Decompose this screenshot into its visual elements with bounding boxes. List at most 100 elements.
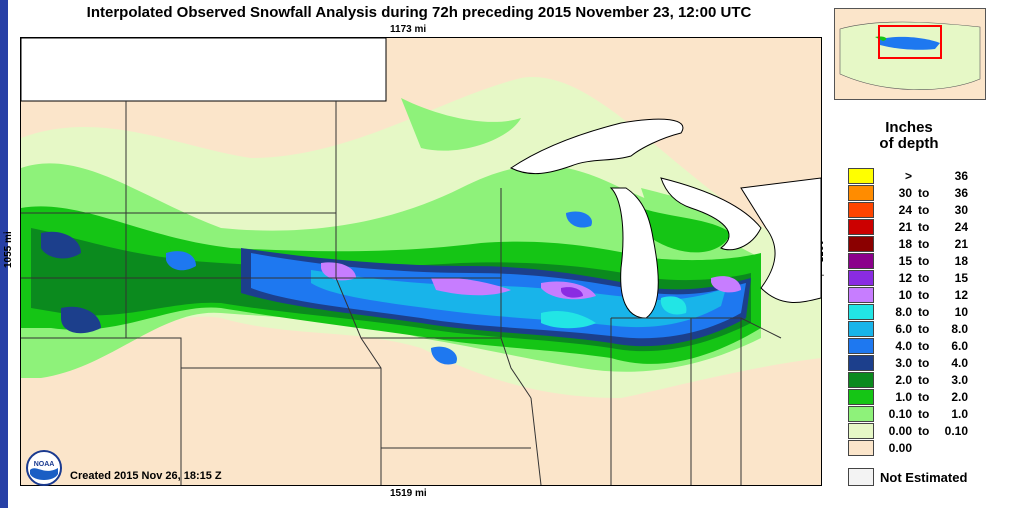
page-title: Interpolated Observed Snowfall Analysis … — [86, 4, 752, 21]
legend-lo: 4.0 — [895, 339, 912, 353]
legend-to: to — [918, 186, 930, 200]
legend-hi: 6.0 — [951, 339, 968, 353]
lake-superior — [510, 118, 684, 175]
legend-lo: 0.00 — [888, 424, 912, 438]
scale-bottom-label: 1519 mi — [390, 488, 427, 499]
legend-to: to — [918, 407, 930, 421]
legend-lo: 24 — [898, 203, 912, 217]
legend-swatch — [848, 270, 874, 286]
legend-hi: 36 — [954, 169, 968, 183]
legend-swatch — [848, 236, 874, 252]
legend-hi: 8.0 — [951, 322, 968, 336]
legend-swatch — [848, 406, 874, 422]
snow-band-lightblue — [311, 270, 726, 328]
scale-top-label: 1173 mi — [390, 24, 427, 35]
legend-to: to — [918, 237, 930, 251]
legend-swatch — [848, 253, 874, 269]
legend-hi: 15 — [954, 271, 968, 285]
legend-lo: 0.00 — [888, 441, 912, 455]
legend-swatch — [848, 440, 874, 456]
legend-to: to — [918, 322, 930, 336]
legend-swatch — [848, 304, 874, 320]
legend-row: 24 to 30 — [848, 202, 988, 219]
legend-hi: 4.0 — [951, 356, 968, 370]
legend-lo: 2.0 — [895, 373, 912, 387]
window-edge — [0, 0, 8, 508]
legend-row: 1.0 to 2.0 — [848, 389, 988, 406]
created-timestamp: Created 2015 Nov 26, 18:15 Z — [70, 470, 222, 482]
legend-to: to — [918, 339, 930, 353]
legend-row: 2.0 to 3.0 — [848, 372, 988, 389]
legend-hi: 30 — [954, 203, 968, 217]
legend-hi: 36 — [954, 186, 968, 200]
legend-hi: 12 — [954, 288, 968, 302]
legend-row: 8.0 to 10 — [848, 304, 988, 321]
legend-lo: 0.10 — [888, 407, 912, 421]
legend-lo: 3.0 — [895, 356, 912, 370]
canada-northeast — [740, 177, 821, 303]
legend-lo: > — [904, 169, 912, 183]
legend-hi: 2.0 — [951, 390, 968, 404]
legend-to: to — [918, 288, 930, 302]
noaa-logo-text: NOAA — [34, 461, 55, 468]
legend-title-line2: of depth — [879, 135, 939, 152]
legend-to: to — [918, 356, 930, 370]
legend-hi: 24 — [954, 220, 968, 234]
legend-hi: 10 — [954, 305, 968, 319]
great-lakes — [510, 118, 821, 319]
legend-row: 10 to 12 — [848, 287, 988, 304]
legend-lo: 8.0 — [895, 305, 912, 319]
legend-to: to — [918, 220, 930, 234]
legend-row: 4.0 to 6.0 — [848, 338, 988, 355]
legend-swatch — [848, 219, 874, 235]
legend-lo: 10 — [898, 288, 912, 302]
legend-row: 0.10 to 1.0 — [848, 406, 988, 423]
legend-hi: 18 — [954, 254, 968, 268]
noaa-logo-icon: NOAA — [26, 450, 62, 486]
legend-to: to — [918, 203, 930, 217]
state-borders — [21, 101, 782, 485]
legend-hi: 1.0 — [951, 407, 968, 421]
legend-to: to — [918, 390, 930, 404]
legend-to: to — [918, 424, 930, 438]
legend-swatch — [848, 202, 874, 218]
legend-hi: 3.0 — [951, 373, 968, 387]
legend-row: 21 to 24 — [848, 219, 988, 236]
legend-lo: 6.0 — [895, 322, 912, 336]
snowfall-map[interactable] — [20, 37, 822, 486]
legend-swatch — [848, 287, 874, 303]
legend-hi: 0.10 — [944, 424, 968, 438]
snow-band-violet — [561, 287, 583, 298]
location-inset-map[interactable] — [834, 8, 986, 100]
legend-row: 3.0 to 4.0 — [848, 355, 988, 372]
legend-swatch — [848, 389, 874, 405]
scale-left-label: 1055 mi — [3, 231, 14, 268]
not-estimated-area — [21, 38, 387, 102]
legend-lo: 21 — [898, 220, 912, 234]
legend-row: 15 to 18 — [848, 253, 988, 270]
not-estimated-swatch — [848, 468, 874, 486]
legend-swatch — [848, 321, 874, 337]
legend-row: 18 to 21 — [848, 236, 988, 253]
legend-to: to — [918, 373, 930, 387]
legend-swatch — [848, 168, 874, 184]
legend-lo: 30 — [898, 186, 912, 200]
legend-swatch — [848, 372, 874, 388]
snow-band-cyan — [541, 296, 687, 329]
legend-row: 6.0 to 8.0 — [848, 321, 988, 338]
legend-to: to — [918, 305, 930, 319]
inset-highlight-box — [878, 25, 942, 59]
legend-title-line1: Inches — [885, 119, 933, 136]
legend-row: 12 to 15 — [848, 270, 988, 287]
legend-lo: 15 — [898, 254, 912, 268]
legend-to: to — [918, 254, 930, 268]
not-estimated-label: Not Estimated — [880, 470, 968, 485]
legend-lo: 18 — [898, 237, 912, 251]
legend-swatch — [848, 338, 874, 354]
legend-row: 30 to 36 — [848, 185, 988, 202]
legend-swatch — [848, 423, 874, 439]
legend-title: Inches of depth — [834, 120, 984, 152]
legend-row: >36 — [848, 168, 988, 185]
legend-swatch — [848, 355, 874, 371]
legend-to: to — [918, 271, 930, 285]
